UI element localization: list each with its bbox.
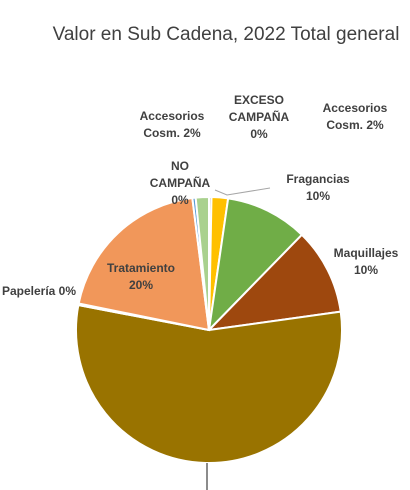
slice-label-line: NO <box>171 159 189 173</box>
pie-slice <box>206 233 342 332</box>
slice-label-line: Cosm. 2% <box>326 118 384 132</box>
slice-label: Accesorios Cosm. 2% <box>323 101 388 132</box>
pie-slice <box>75 303 343 464</box>
slice-label: Tratamiento 20% <box>107 261 175 292</box>
slice-label-line: 0% <box>171 193 189 207</box>
slice-label: Accesorios Cosm. 2% <box>140 109 205 140</box>
pie-slices <box>75 195 343 464</box>
slice-label-line: 10% <box>354 263 378 277</box>
chart-title: Valor en Sub Cadena, 2022 Total general <box>53 24 400 45</box>
slice-label-line: Accesorios <box>323 101 388 115</box>
slice-label-line: Accesorios <box>140 109 205 123</box>
slice-label: NO CAMPAÑA 0% <box>150 159 211 207</box>
slice-label-line: 10% <box>306 189 330 203</box>
slice-label-line: Maquillajes <box>334 246 399 260</box>
slice-label-line: Cosm. 2% <box>143 126 201 140</box>
slice-label: Maquillajes 10% <box>334 246 399 277</box>
slice-label: Fragancias 10% <box>286 172 350 203</box>
pie-slice <box>194 195 210 331</box>
pie-slice <box>77 196 211 332</box>
slice-label-line: Tratamiento <box>107 261 175 275</box>
slice-label-line: Fragancias <box>286 172 350 186</box>
pie-slice <box>207 197 304 333</box>
slice-label-line: CAMPAÑA <box>150 175 211 190</box>
slice-label-line: EXCESO <box>234 93 284 107</box>
pie-labels: EXCESO CAMPAÑA 0% Accesorios Cosm. 2% Fraganc… <box>2 93 399 490</box>
leader-line <box>214 187 271 196</box>
slice-label-line: 0% <box>250 127 268 141</box>
slice-label-line: CAMPAÑA <box>229 109 290 124</box>
slice-label-line: Papelería 0% <box>2 284 76 298</box>
slice-label-line: 20% <box>129 278 153 292</box>
slice-label: Papelería 0% <box>2 284 76 298</box>
slice-label: EXCESO CAMPAÑA 0% <box>229 93 290 141</box>
